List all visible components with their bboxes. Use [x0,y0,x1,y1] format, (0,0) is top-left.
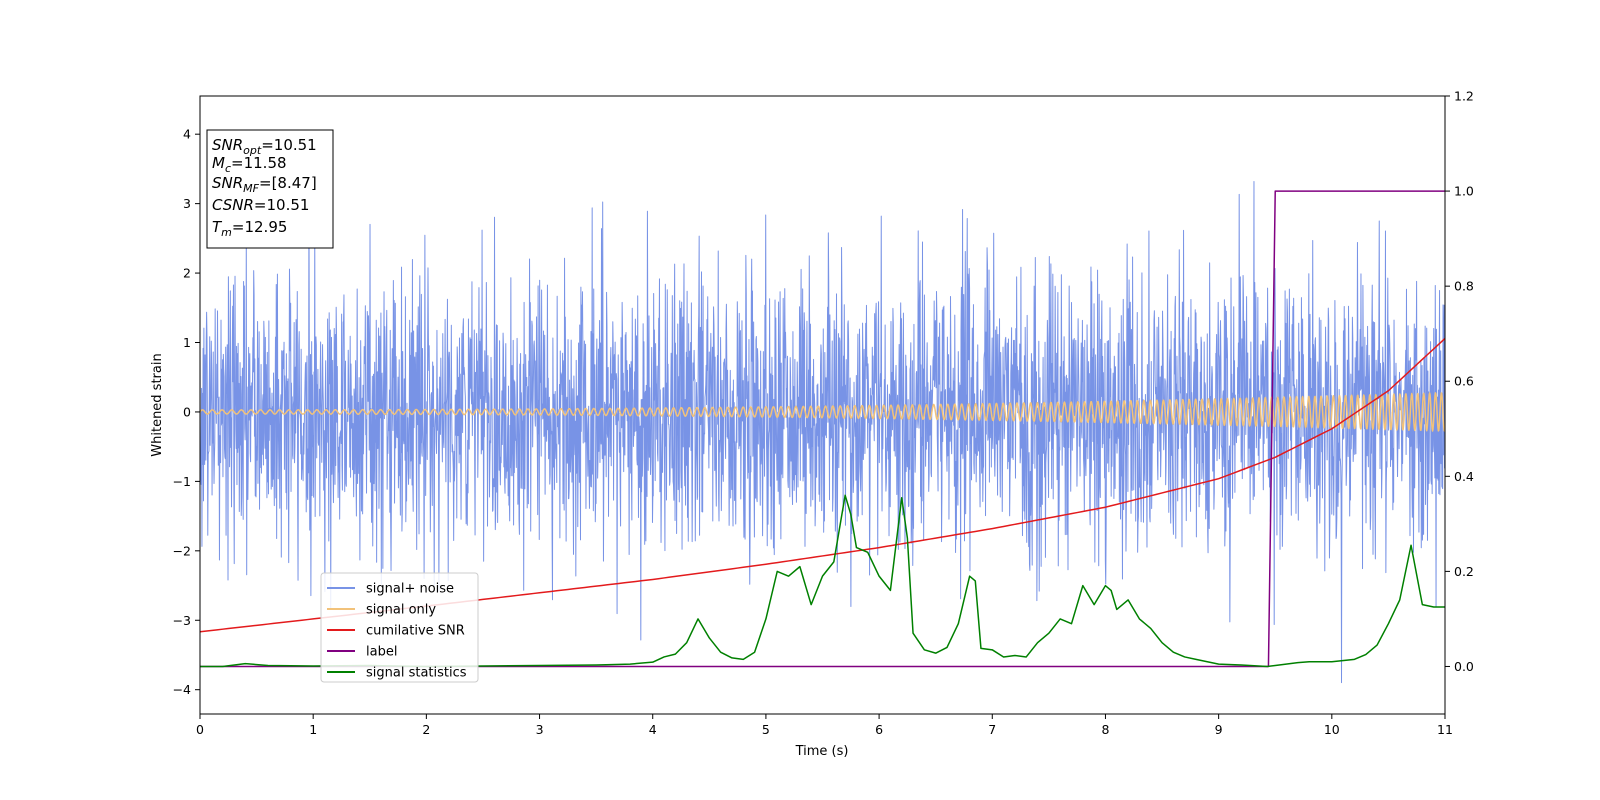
info-value: =12.95 [232,218,288,236]
info-symbol: SNR [212,136,243,154]
y2-tick-label: 1.2 [1454,89,1474,104]
x-tick-label: 0 [196,722,204,737]
x-tick-label: 7 [988,722,996,737]
info-symbol: CSNR [212,196,254,214]
y2-tick-label: 0.4 [1454,469,1474,484]
y2-tick-label: 0.0 [1454,659,1474,674]
series-line-0 [200,180,1445,684]
x-tick-label: 9 [1215,722,1223,737]
y-tick-label: −1 [173,474,191,489]
info-subscript: c [225,162,231,175]
legend-entry: signal statistics [366,666,467,681]
y-tick-label: −3 [173,613,191,628]
info-box-line: Mc=11.58 [212,154,287,175]
y-tick-label: 4 [183,127,191,142]
y-tick-label: −2 [173,543,191,558]
info-box: SNRopt=10.51Mc=11.58SNRMF=[8.47]CSNR=10.… [206,129,334,249]
plot-frame [199,95,1446,715]
legend-frame [320,572,479,683]
x-tick-label: 2 [422,722,430,737]
x-tick-label: 11 [1437,722,1453,737]
y2-tick-label: 1.0 [1454,184,1474,199]
info-value: =10.51 [261,136,317,154]
series-line-4 [200,494,1445,668]
info-value: =[8.47] [259,174,317,192]
info-subscript: m [221,226,232,239]
x-tick-label: 8 [1101,722,1109,737]
x-tick-label: 1 [309,722,317,737]
info-symbol: SNR [212,174,243,192]
series-line-1 [200,392,1445,432]
info-box-frame [206,129,334,249]
y2-tick-label: 0.6 [1454,374,1474,389]
info-value: =11.58 [231,154,287,172]
info-subscript: MF [243,182,259,195]
x-tick-label: 6 [875,722,883,737]
y-axis-label: Whitened strain [150,353,165,456]
y-tick-label: −4 [173,682,191,697]
x-tick-label: 10 [1324,722,1340,737]
y-tick-label: 0 [183,404,191,419]
y-tick-label: 3 [183,196,191,211]
info-box-line: SNRopt=10.51 [212,136,317,157]
y-axis-right: 0.0 0.2 0.4 0.6 0.8 1.0 1.2 [1445,89,1474,674]
info-symbol: M [212,154,225,172]
info-box-line: SNRMF=[8.47] [212,174,317,195]
y2-tick-label: 0.2 [1454,564,1474,579]
legend-entry: label [366,645,397,660]
info-symbol: T [212,218,223,236]
y2-tick-label: 0.8 [1454,279,1474,294]
y-tick-label: 2 [183,266,191,281]
legend-entry: cumilative SNR [366,624,465,639]
y-tick-label: 1 [183,335,191,350]
info-box-line: Tm=12.95 [212,218,287,239]
legend-entry: signal only [366,603,436,618]
info-value: =10.51 [254,196,310,214]
x-axis: 0 1 2 3 4 5 6 7 8 9 10 11 [196,714,1453,737]
x-tick-label: 4 [649,722,657,737]
info-box-line: CSNR=10.51 [212,196,309,214]
series-line-3 [200,190,1445,668]
legend-entry: signal+ noise [366,582,454,597]
info-subscript: opt [243,144,262,157]
x-tick-label: 3 [536,722,544,737]
y-axis-left: −4 −3 −2 −1 0 1 2 3 4 [173,127,200,697]
legend: signal+ noise signal only cumilative SNR la… [320,572,479,683]
x-axis-label: Time (s) [795,744,849,759]
x-tick-label: 5 [762,722,770,737]
